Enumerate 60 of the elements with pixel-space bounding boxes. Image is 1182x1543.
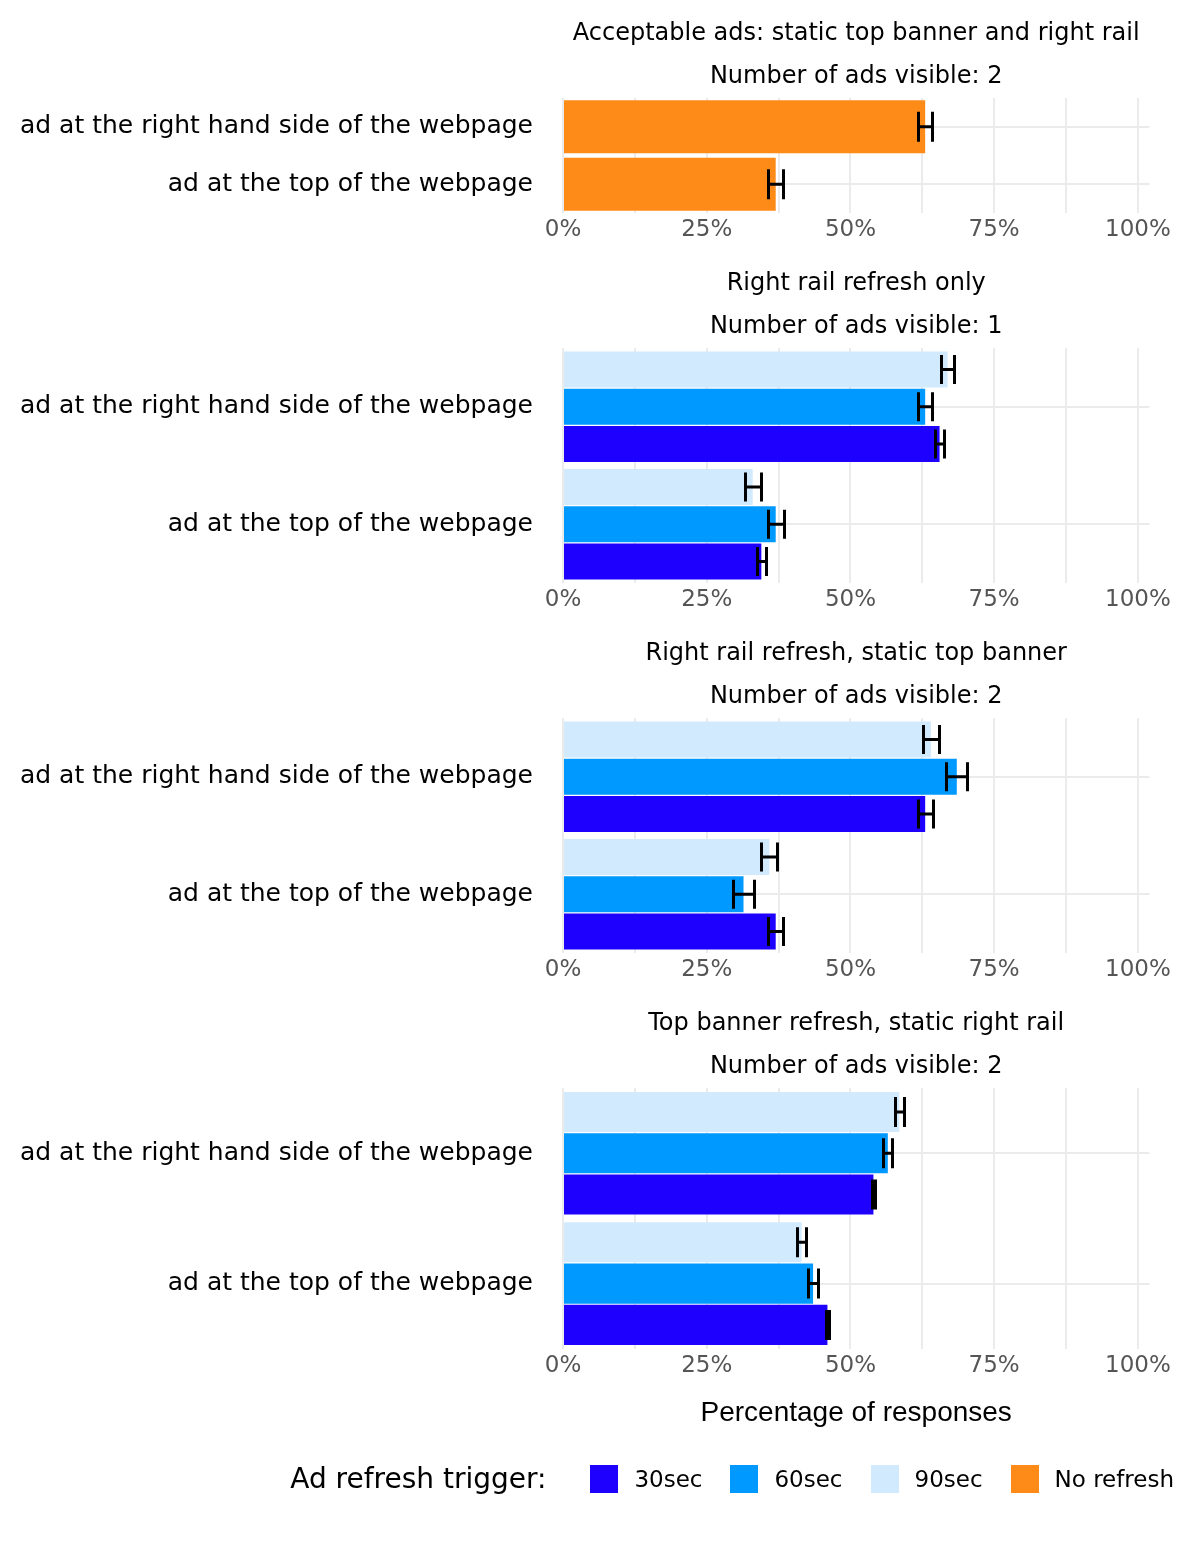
x-tick-label: 75% [968, 214, 1020, 241]
x-tick-label: 25% [681, 1350, 733, 1377]
y-tick-label: ad at the right hand side of the webpage [19, 390, 533, 420]
bar [564, 795, 926, 832]
x-tick-label: 100% [1105, 1350, 1171, 1377]
x-tick-label: 75% [968, 584, 1020, 611]
bar [564, 351, 948, 388]
legend-label: 60sec [774, 1465, 843, 1492]
bar [564, 543, 762, 580]
bar [564, 425, 940, 462]
bar [564, 1222, 802, 1263]
bar [564, 913, 776, 950]
y-tick-label: ad at the top of the webpage [167, 507, 533, 537]
legend-label: 30sec [634, 1465, 703, 1492]
y-tick-label: ad at the top of the webpage [167, 877, 533, 907]
bar [564, 506, 776, 543]
bar [564, 388, 926, 425]
x-tick-label: 25% [681, 584, 733, 611]
bar [564, 758, 957, 795]
x-tick-label: 50% [824, 1350, 877, 1377]
x-tick-label: 50% [824, 214, 877, 241]
bar [564, 839, 770, 876]
x-tick-label: 100% [1105, 954, 1171, 981]
x-tick-label: 0% [544, 954, 582, 981]
chart-title: Top banner refresh, static right rail [647, 1008, 1065, 1037]
chart-title: Right rail refresh, static top banner [645, 638, 1068, 667]
x-axis-title: Percentage of responses [700, 1395, 1012, 1427]
legend-title: Ad refresh trigger: [290, 1462, 547, 1495]
legend-label: No refresh [1054, 1465, 1174, 1492]
bar [564, 1174, 874, 1215]
x-tick-label: 100% [1105, 584, 1171, 611]
y-tick-label: ad at the right hand side of the webpage [19, 1136, 533, 1166]
x-tick-label: 0% [544, 584, 582, 611]
chart-subtitle: Number of ads visible: 2 [709, 681, 1003, 710]
x-tick-label: 0% [544, 214, 582, 241]
y-tick-label: ad at the top of the webpage [167, 167, 533, 197]
x-tick-label: 0% [544, 1350, 582, 1377]
legend-label: 90sec [914, 1465, 983, 1492]
chart-title: Acceptable ads: static top banner and right rail [572, 18, 1140, 47]
bar [564, 1133, 888, 1174]
x-tick-label: 25% [681, 954, 733, 981]
x-tick-label: 50% [824, 954, 877, 981]
x-tick-label: 25% [681, 214, 733, 241]
x-tick-label: 100% [1105, 214, 1171, 241]
chart-subtitle: Number of ads visible: 2 [709, 61, 1003, 90]
x-tick-label: 50% [824, 584, 877, 611]
y-tick-label: ad at the right hand side of the webpage [19, 760, 533, 790]
y-tick-label: ad at the right hand side of the webpage [19, 110, 533, 140]
bar [564, 1263, 814, 1304]
chart-subtitle: Number of ads visible: 2 [709, 1051, 1003, 1080]
bar [564, 876, 744, 913]
x-tick-label: 75% [968, 954, 1020, 981]
chart-subtitle: Number of ads visible: 1 [709, 311, 1003, 340]
bar [564, 721, 931, 758]
chart-title: Right rail refresh only [726, 268, 986, 297]
bar [564, 1304, 828, 1345]
bar [564, 469, 753, 506]
y-tick-label: ad at the top of the webpage [167, 1267, 533, 1297]
x-tick-label: 75% [968, 1350, 1020, 1377]
bar [564, 1091, 900, 1132]
